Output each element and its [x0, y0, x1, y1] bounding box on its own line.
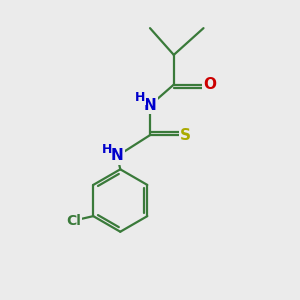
Text: O: O [203, 77, 216, 92]
Text: S: S [180, 128, 191, 142]
Text: N: N [144, 98, 156, 113]
Text: N: N [111, 148, 124, 164]
Text: H: H [102, 143, 112, 156]
Text: Cl: Cl [67, 214, 81, 228]
Text: H: H [135, 92, 146, 104]
